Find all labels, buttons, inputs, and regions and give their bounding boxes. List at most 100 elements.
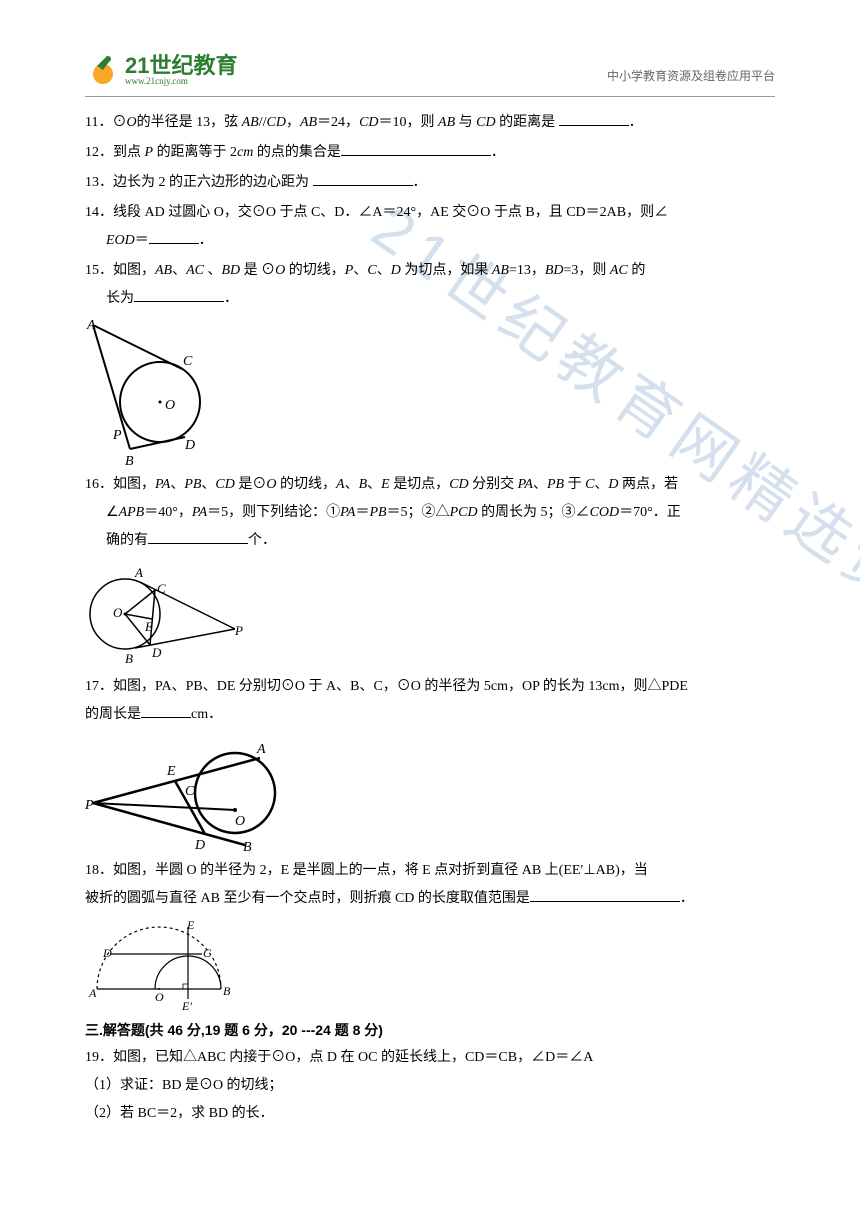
label-O: O <box>235 814 245 829</box>
section-3-title: 三.解答题(共 46 分,19 题 6 分，20 ---24 题 8 分) <box>85 1016 775 1044</box>
period: ． <box>680 891 694 906</box>
answer-blank[interactable] <box>313 172 413 186</box>
label-A: A <box>88 986 97 1000</box>
header-right-text: 中小学教育资源及组卷应用平台 <box>607 64 775 88</box>
answer-blank[interactable] <box>530 888 680 902</box>
answer-blank[interactable] <box>148 530 248 544</box>
q-text: // <box>259 115 267 130</box>
var: PA <box>155 477 170 492</box>
label-C: C <box>157 581 166 596</box>
unit: cm． <box>191 707 222 722</box>
logo-main-text: 21世纪教育 <box>125 55 237 77</box>
label-C: C <box>203 946 212 960</box>
q-text: ＝10，则 <box>379 115 435 130</box>
q-num: 17． <box>85 679 113 694</box>
q-text: 是切点， <box>390 477 450 492</box>
q-text: 与 <box>459 115 473 130</box>
q-num: 12． <box>85 145 113 160</box>
label-B: B <box>243 840 252 853</box>
q-text: 的周长是 <box>85 707 141 722</box>
figure-16: A C O E B D P <box>85 559 775 669</box>
answer-blank[interactable] <box>149 230 199 244</box>
sep: 、 <box>201 477 215 492</box>
label-O: O <box>165 398 175 413</box>
question-15: 15．如图，AB、AC 、BD 是 ⊙O 的切线，P、C、D 为切点，如果 AB… <box>85 257 775 313</box>
var: cm <box>237 145 253 160</box>
label-P: P <box>234 623 243 638</box>
var: APB <box>119 505 145 520</box>
figure-15: A C O P B D <box>85 317 775 467</box>
sep: 、 <box>204 263 222 278</box>
q-text: ＝24， <box>317 115 359 130</box>
q-num: 15． <box>85 263 113 278</box>
figure-18: E D C A O E' B <box>85 917 775 1012</box>
var: O <box>266 477 276 492</box>
q-text: ∠ <box>106 505 119 520</box>
q-text: 如图，PA、PB、DE 分别切⊙O 于 A、B、C，⊙O 的半径为 5cm，OP… <box>113 679 688 694</box>
sep: 、 <box>345 477 359 492</box>
answer-blank[interactable] <box>341 142 491 156</box>
question-13: 13．边长为 2 的正六边形的边心距为 ． <box>85 169 775 197</box>
answer-blank[interactable] <box>559 112 629 126</box>
q-text: 线段 AD 过圆心 O，交⊙O 于点 C、D．∠A＝24°，AE 交⊙O 于点 … <box>113 205 668 220</box>
label-D: D <box>194 838 205 853</box>
period: ． <box>413 175 427 190</box>
question-17: 17．如图，PA、PB、DE 分别切⊙O 于 A、B、C，⊙O 的半径为 5cm… <box>85 673 775 729</box>
q-text: 的 <box>631 263 645 278</box>
var: CD <box>476 115 495 130</box>
sep: 、 <box>367 477 381 492</box>
var: PB <box>547 477 564 492</box>
question-14: 14．线段 AD 过圆心 O，交⊙O 于点 C、D．∠A＝24°，AE 交⊙O … <box>85 199 775 255</box>
period: ． <box>224 291 238 306</box>
q-text: =3，则 <box>564 263 607 278</box>
label-D: D <box>102 946 112 960</box>
q-text: 分别交 <box>469 477 515 492</box>
label-B: B <box>125 651 133 666</box>
q-part1: （1）求证：BD 是⊙O 的切线； <box>85 1078 283 1093</box>
var: PA <box>514 477 533 492</box>
question-19: 19．如图，已知△ABC 内接于⊙O，点 D 在 OC 的延长线上，CD＝CB，… <box>85 1044 775 1128</box>
var: AB <box>300 115 317 130</box>
q-text: 如图， <box>113 263 155 278</box>
sep: 、 <box>377 263 391 278</box>
label-B: B <box>125 454 134 467</box>
q-text: 如图， <box>113 477 155 492</box>
var: D <box>608 477 618 492</box>
q-text: 是⊙ <box>235 477 267 492</box>
label-C: C <box>183 354 193 369</box>
answer-blank[interactable] <box>141 704 191 718</box>
q-text: 于 <box>564 477 582 492</box>
var: B <box>359 477 368 492</box>
figure-17: A E C O P D B <box>85 733 775 853</box>
var: PCD <box>450 505 478 520</box>
var: PB <box>184 477 201 492</box>
q-text: 的距离是 <box>499 115 555 130</box>
var: CD <box>215 477 234 492</box>
sep: 、 <box>353 263 367 278</box>
q-text: ＝ <box>135 233 149 248</box>
q-text: 确的有 <box>106 533 148 548</box>
q-text: 两点，若 <box>619 477 679 492</box>
logo: 21世纪教育 www.21cnjy.com <box>85 52 237 88</box>
sep: 、 <box>172 263 186 278</box>
q-text: 边长为 2 的正六边形的边心距为 <box>113 175 309 190</box>
q-text: 被折的圆弧与直径 AB 至少有一个交点时，则折痕 CD 的长度取值范围是 <box>85 891 530 906</box>
q-text: 的距离等于 2 <box>157 145 238 160</box>
period: ． <box>629 115 643 130</box>
question-12: 12．到点 P 的距离等于 2cm 的点的集合是． <box>85 139 775 167</box>
q-text: ， <box>286 115 300 130</box>
label-O: O <box>113 605 123 620</box>
answer-blank[interactable] <box>134 288 224 302</box>
q-text: ＝ <box>355 505 369 520</box>
var: AB <box>242 115 259 130</box>
label-A: A <box>86 318 96 333</box>
q-text: ＝5，则下列结论：① <box>207 505 340 520</box>
var: AB <box>155 263 172 278</box>
q-text: 是 ⊙ <box>240 263 275 278</box>
label-A: A <box>134 565 143 580</box>
period: ． <box>491 145 505 160</box>
sep: 、 <box>170 477 184 492</box>
var: O <box>275 263 285 278</box>
question-11: 11．⊙O的半径是 13，弦 AB//CD，AB＝24，CD＝10，则 AB 与… <box>85 109 775 137</box>
var: PA <box>192 505 207 520</box>
